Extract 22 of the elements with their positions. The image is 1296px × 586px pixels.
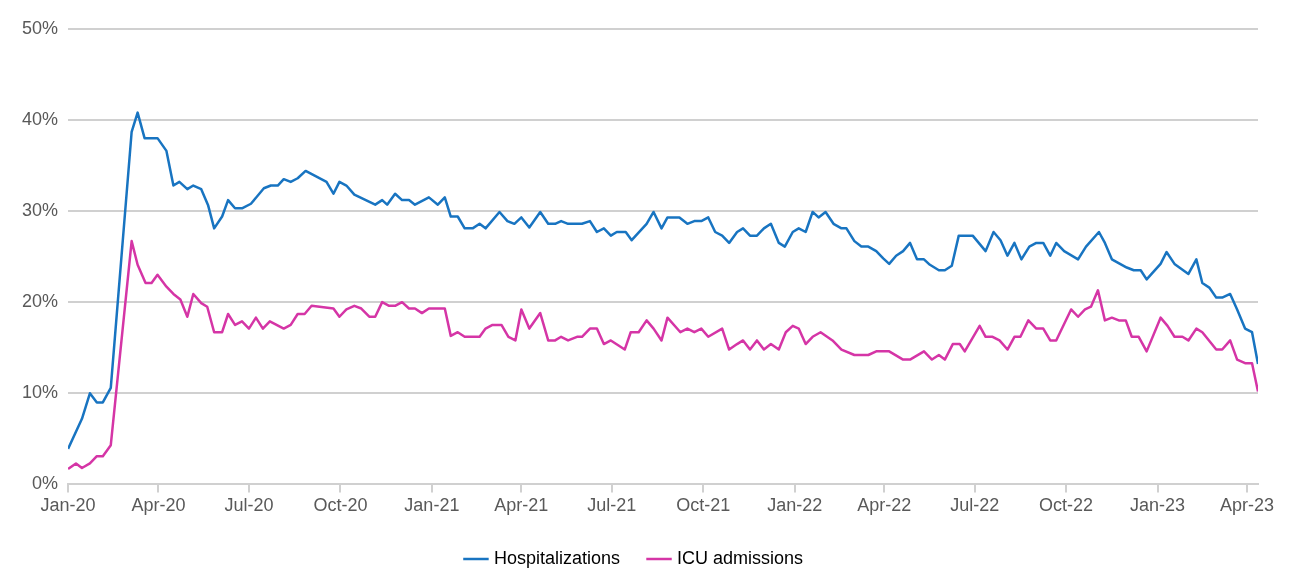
x-tick-label: Jan-20 — [40, 495, 96, 516]
x-tick-label: Jan-22 — [767, 495, 823, 516]
y-tick-label: 40% — [22, 108, 59, 129]
x-tick-label: Oct-21 — [676, 495, 731, 516]
legend-label: Hospitalizations — [493, 547, 621, 568]
x-tick-label: Jan-23 — [1130, 495, 1186, 516]
y-tick-label: 20% — [22, 291, 59, 312]
x-tick-label: Apr-22 — [857, 495, 912, 516]
x-tick-label: Apr-20 — [131, 495, 186, 516]
legend-label: ICU admissions — [677, 547, 804, 568]
x-tick-label: Jul-22 — [950, 495, 1000, 516]
x-tick-label: Apr-23 — [1220, 495, 1275, 516]
y-tick-label: 0% — [32, 473, 59, 494]
x-tick-label: Oct-22 — [1039, 495, 1094, 516]
y-tick-label: 10% — [22, 382, 59, 403]
x-tick-label: Apr-21 — [494, 495, 549, 516]
x-tick-label: Jan-21 — [404, 495, 460, 516]
x-tick-label: Oct-20 — [313, 495, 368, 516]
x-tick-label: Jul-21 — [587, 495, 637, 516]
y-tick-label: 30% — [22, 200, 59, 221]
y-tick-label: 50% — [22, 17, 59, 38]
x-tick-label: Jul-20 — [224, 495, 274, 516]
